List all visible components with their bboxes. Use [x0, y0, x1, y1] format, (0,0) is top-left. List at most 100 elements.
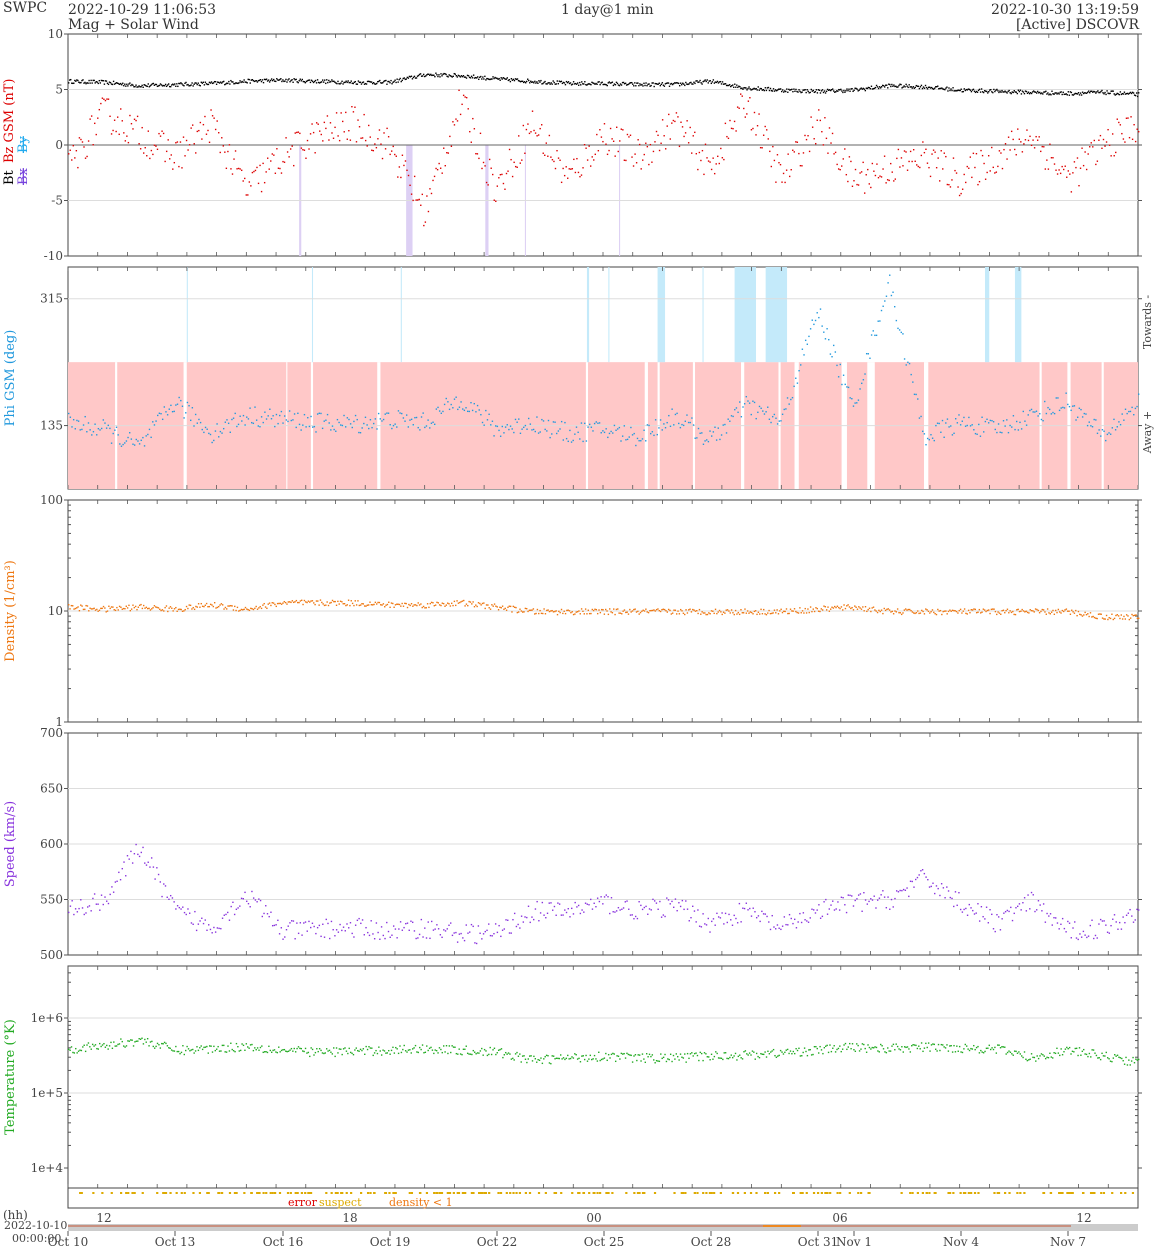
bt-series-point [1007, 90, 1009, 93]
phi-series-point [712, 431, 715, 433]
temperature-series-point [653, 1059, 655, 1061]
bt-series-point [543, 81, 545, 84]
phi-series-point [185, 412, 187, 414]
bz-series-point [1017, 128, 1019, 130]
temperature-series-point [361, 1049, 363, 1052]
phi-series-point [373, 422, 375, 425]
bt-series-point [1011, 91, 1013, 93]
density-series-point [224, 606, 227, 609]
density-series-point [240, 608, 243, 611]
temperature-series-point [558, 1057, 560, 1060]
density-series-point [476, 605, 478, 608]
bt-series-point [388, 80, 390, 83]
phi-series-point [897, 327, 899, 330]
bt-series-point [743, 87, 745, 89]
bz-series-point [315, 122, 318, 124]
phi-series-point [1012, 415, 1015, 417]
bt-series-point [607, 82, 609, 84]
bt-series-point [880, 86, 883, 88]
bt-series-point [612, 84, 615, 87]
density-series-point [829, 608, 832, 610]
phi-series-point [1060, 407, 1062, 409]
density-series-point [1068, 610, 1070, 612]
phi-series-point [468, 410, 471, 413]
bt-series-point [822, 91, 825, 94]
speed-series-point [398, 928, 400, 930]
speed-series-point [1006, 909, 1009, 912]
bz-series-point [136, 115, 139, 118]
bt-series-point [454, 73, 456, 75]
speed-series-point [961, 911, 964, 913]
speed-series-point [984, 918, 986, 920]
temperature-series-point [526, 1061, 528, 1064]
density-series-point [429, 602, 431, 605]
bt-series-point [105, 80, 108, 82]
speed-series-point [209, 928, 212, 931]
density-series-point [485, 604, 488, 606]
speed-series-point [1106, 931, 1109, 933]
bt-series-point [964, 89, 966, 92]
speed-series-point [750, 915, 753, 917]
bz-series-point [571, 168, 574, 170]
bz-series-point [713, 172, 716, 175]
bz-series-point [496, 185, 499, 187]
phi-series-point [353, 420, 355, 423]
density-series-point [434, 604, 437, 606]
temperature-series-point [716, 1052, 718, 1055]
phi-series-point [1101, 429, 1104, 431]
density-series-point [898, 611, 900, 614]
phi-series-point [710, 435, 713, 437]
speed-series-point [214, 931, 217, 933]
bt-series-point [446, 75, 448, 77]
speed-series-point [1098, 923, 1100, 925]
density-series-point [919, 612, 922, 614]
density-series-point [535, 612, 537, 615]
density-series-point [1020, 610, 1022, 612]
bt-series-point [468, 76, 471, 79]
speed-series-point [482, 933, 485, 935]
phi-series-point [346, 417, 349, 419]
density-series-point [619, 612, 622, 614]
density-series-point [120, 606, 122, 608]
phi-series-point [861, 382, 863, 385]
bz-series-point [761, 147, 763, 149]
phi-series-point [331, 425, 334, 427]
phi-series-point [951, 434, 954, 436]
phi-series-point [930, 434, 932, 436]
header-span: 1 day@1 min [561, 2, 654, 18]
bt-series-point [211, 82, 214, 85]
phi-series-point [208, 432, 210, 435]
bt-series-point [416, 75, 419, 77]
bt-series-point [308, 79, 311, 81]
temperature-series-point [165, 1042, 167, 1045]
density-series-point [863, 610, 865, 612]
speed-series-point [299, 922, 302, 924]
speed-series-point [1034, 910, 1036, 913]
temperature-series-point [840, 1050, 842, 1053]
phi-series-point [1129, 410, 1132, 413]
bz-series-point [867, 168, 869, 171]
phi-series-point [739, 401, 741, 403]
bt-series-point [895, 85, 897, 88]
bt-series-point [722, 83, 725, 85]
bz-series-point [244, 177, 246, 180]
bz-series-point [1107, 128, 1109, 131]
density-series-point [441, 602, 444, 604]
bz-series-point [674, 120, 676, 123]
bz-series-point [384, 148, 387, 150]
density-series-point [756, 613, 758, 616]
density-series-point [152, 607, 154, 609]
speed-series-point [194, 910, 196, 913]
density-series-point [1017, 608, 1019, 611]
bt-series-point [798, 89, 800, 91]
phi-series-point [961, 420, 963, 422]
bt-series-point [973, 90, 976, 92]
y-tick-label-spd: 700 [40, 726, 63, 740]
density-series-point [701, 611, 703, 613]
speed-series-point [550, 902, 552, 904]
bt-series-point [754, 88, 756, 90]
speed-series-point [832, 900, 834, 902]
density-series-point [183, 610, 185, 612]
temperature-series-point [609, 1057, 611, 1059]
density-series-point [1105, 614, 1108, 617]
